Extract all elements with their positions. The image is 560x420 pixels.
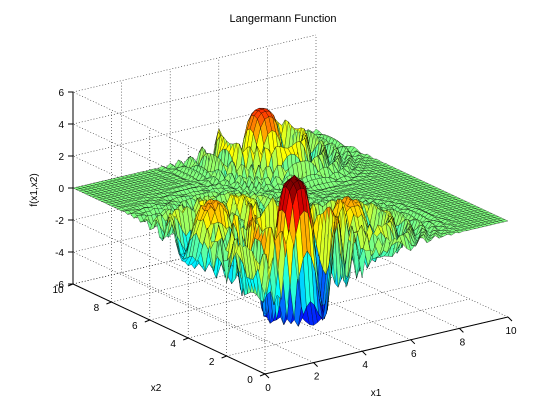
z-tick-label: 6 xyxy=(58,88,64,99)
y-tick xyxy=(106,301,112,305)
z-tick-label: -2 xyxy=(55,216,64,227)
grid-line xyxy=(72,66,317,125)
x-tick xyxy=(507,316,513,322)
grid-line xyxy=(72,34,317,93)
z-tick-label: 4 xyxy=(58,120,64,131)
x-tick-label: 4 xyxy=(362,360,368,371)
y-tick xyxy=(144,319,150,323)
x-tick xyxy=(361,350,367,356)
z-axis-label: f(x1,x2) xyxy=(29,173,40,206)
y-axis-label: x2 xyxy=(151,383,162,394)
surface-patch xyxy=(500,219,509,223)
y-axis-line xyxy=(72,283,266,375)
y-tick xyxy=(183,337,189,341)
grid-line xyxy=(149,262,393,321)
grid-line xyxy=(226,298,470,357)
y-tick-label: 6 xyxy=(132,321,138,332)
y-tick-label: 10 xyxy=(52,285,64,296)
x-tick-label: 8 xyxy=(460,337,466,348)
x-tick-label: 2 xyxy=(314,372,320,383)
x-tick xyxy=(459,328,464,333)
x-tick-label: 10 xyxy=(505,326,517,337)
x-tick-label: 6 xyxy=(411,349,417,360)
z-tick-label: 2 xyxy=(58,152,64,163)
y-tick-label: 0 xyxy=(247,375,253,386)
x-tick-label: 0 xyxy=(265,383,271,394)
y-tick-label: 2 xyxy=(209,357,215,368)
y-tick xyxy=(221,355,227,359)
z-tick-label: -6 xyxy=(55,280,64,291)
x-axis-line xyxy=(264,316,509,375)
y-tick-label: 4 xyxy=(170,339,176,350)
x-axis-label: x1 xyxy=(371,388,382,399)
grid-line xyxy=(188,280,432,339)
x-tick xyxy=(264,373,270,379)
y-tick xyxy=(259,373,266,377)
z-tick-label: -4 xyxy=(55,248,64,259)
y-tick-label: 8 xyxy=(94,303,100,314)
x-tick xyxy=(313,362,318,367)
grid-line xyxy=(72,98,317,157)
z-tick-label: 0 xyxy=(58,184,64,195)
x-tick xyxy=(410,339,416,345)
chart-title: Langermann Function xyxy=(229,13,336,25)
surface-mesh xyxy=(72,107,509,328)
